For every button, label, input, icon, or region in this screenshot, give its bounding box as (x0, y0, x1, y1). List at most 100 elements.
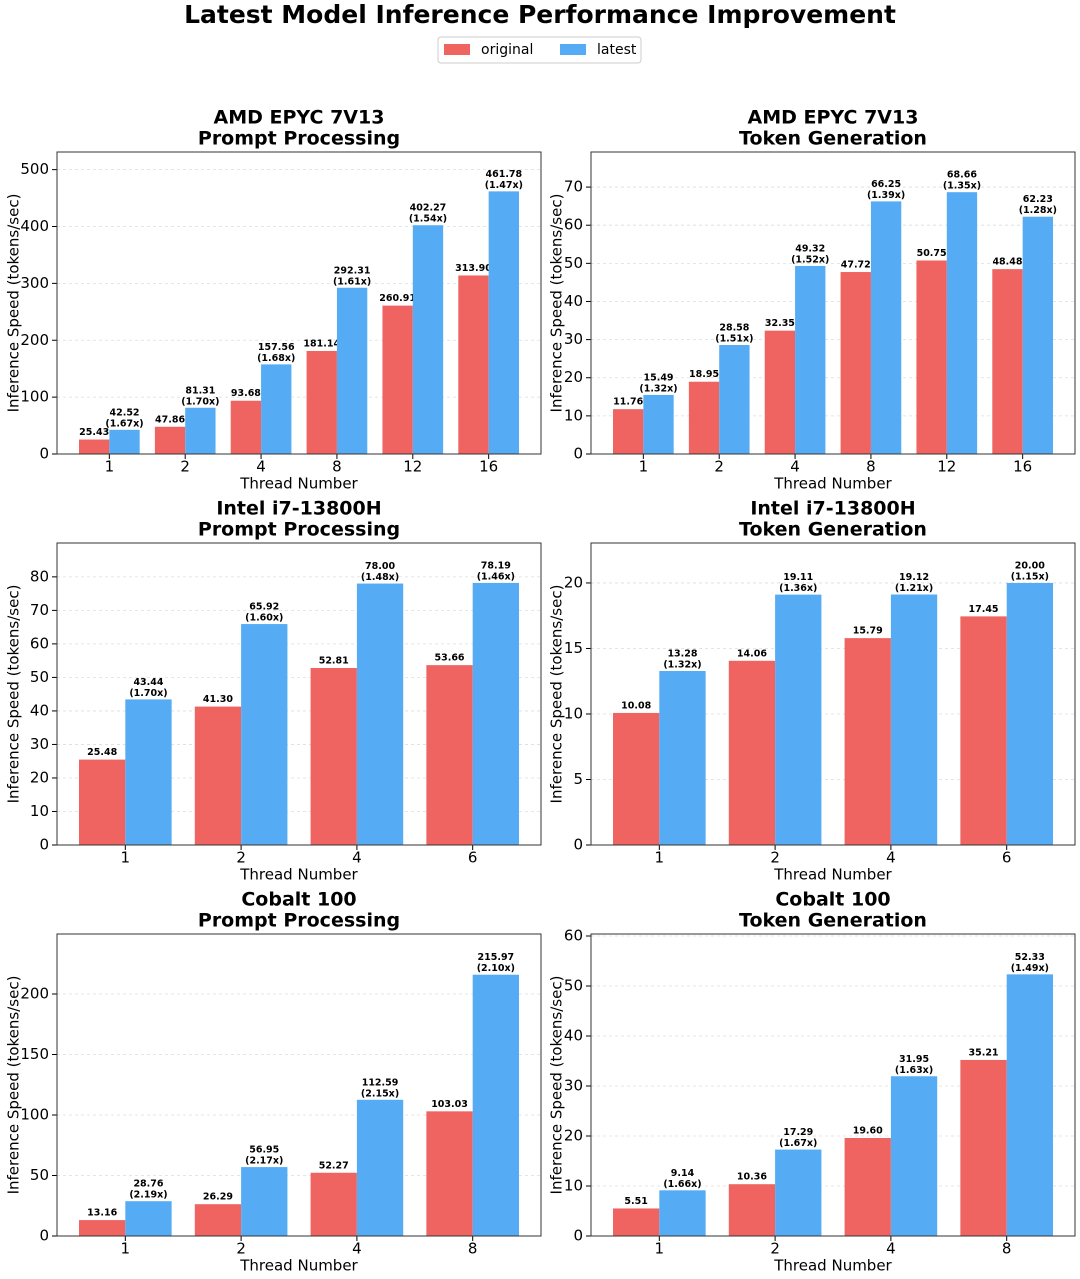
ratio-label: (1.70x) (129, 688, 167, 699)
value-label: 47.86 (155, 414, 185, 425)
y-tick-label: 300 (20, 274, 49, 292)
legend-swatch (444, 44, 470, 55)
bar (194, 706, 242, 845)
ratio-label: (2.17x) (245, 1156, 283, 1167)
bar (185, 407, 216, 454)
x-axis-label: Thread Number (773, 866, 892, 884)
value-label: 19.60 (853, 1126, 883, 1137)
value-label: 461.78 (485, 169, 522, 180)
x-axis-label: Thread Number (239, 475, 358, 493)
y-axis-label: Inference Speed (tokens/sec) (548, 976, 566, 1195)
x-tick-label: 1 (121, 849, 131, 867)
bar (890, 1076, 938, 1236)
bar (643, 394, 674, 454)
bar (728, 660, 776, 845)
bar (336, 287, 368, 454)
y-tick-label: 30 (30, 735, 49, 753)
y-tick-label: 70 (564, 178, 583, 196)
y-axis-label: Inference Speed (tokens/sec) (548, 585, 566, 804)
value-label: 292.31 (334, 265, 371, 276)
y-tick-label: 40 (30, 701, 49, 719)
bar (230, 400, 262, 454)
bar (688, 381, 720, 454)
bar (960, 616, 1007, 845)
y-tick-label: 10 (30, 802, 49, 820)
plot-frame (590, 542, 1076, 846)
x-tick-label: 8 (468, 1240, 478, 1258)
ratio-label: (1.66x) (663, 1179, 701, 1190)
x-tick-label: 4 (352, 1240, 362, 1258)
ratio-label: (1.36x) (779, 583, 817, 594)
bar (764, 330, 796, 454)
y-tick-label: 400 (20, 217, 49, 235)
bar (1006, 582, 1053, 845)
y-tick-label: 60 (564, 216, 583, 234)
ratio-label: (1.63x) (895, 1065, 933, 1076)
ratio-label: (1.35x) (943, 181, 981, 192)
value-label: 402.27 (410, 203, 447, 214)
y-tick-label: 70 (30, 601, 49, 619)
legend-swatch (560, 44, 586, 55)
bar (125, 699, 172, 845)
x-tick-label: 1 (105, 458, 115, 476)
bar (728, 1184, 776, 1236)
ratio-label: (1.67x) (105, 418, 143, 429)
value-label: 20.00 (1015, 560, 1045, 571)
y-tick-label: 50 (30, 1166, 49, 1184)
chart-subtitle: Token Generation (739, 128, 927, 150)
bar (194, 1204, 242, 1236)
value-label: 157.56 (258, 342, 295, 353)
bar (719, 345, 750, 454)
value-label: 19.11 (783, 572, 813, 583)
plot-frame (590, 933, 1076, 1237)
y-tick-label: 200 (20, 985, 49, 1003)
bar (613, 409, 644, 454)
y-axis-label: Inference Speed (tokens/sec) (548, 194, 566, 413)
chart-title: Cobalt 100 (775, 889, 890, 911)
value-label: 9.14 (671, 1168, 695, 1179)
legend-box (437, 36, 642, 64)
bar (79, 1220, 126, 1236)
chart-title: AMD EPYC 7V13 (748, 107, 919, 129)
value-label: 78.19 (481, 560, 511, 571)
value-label: 78.00 (365, 561, 395, 572)
plot-frame (56, 542, 542, 846)
y-tick-label: 500 (20, 160, 49, 178)
bar (382, 305, 413, 454)
x-axis-label: Thread Number (773, 475, 892, 493)
legend-label: latest (597, 42, 637, 58)
bar (412, 225, 444, 454)
y-tick-label: 0 (39, 1227, 49, 1245)
value-label: 52.27 (319, 1160, 349, 1171)
value-label: 5.51 (624, 1196, 647, 1207)
x-tick-label: 6 (468, 849, 478, 867)
y-axis-label: Inference Speed (tokens/sec) (5, 585, 23, 804)
x-tick-label: 12 (403, 458, 422, 476)
ratio-label: (1.51x) (715, 334, 753, 345)
x-tick-label: 1 (655, 1240, 665, 1258)
x-tick-label: 4 (352, 849, 362, 867)
value-label: 41.30 (203, 694, 233, 705)
x-tick-label: 8 (332, 458, 342, 476)
value-label: 112.59 (362, 1077, 399, 1088)
value-label: 103.03 (431, 1099, 468, 1110)
bar (306, 350, 337, 454)
x-axis-label: Thread Number (239, 866, 358, 884)
bar (659, 671, 706, 845)
bar (261, 364, 292, 454)
bar (241, 624, 288, 845)
value-label: 18.95 (689, 369, 719, 380)
y-tick-label: 80 (30, 567, 49, 585)
y-axis-label: Inference Speed (tokens/sec) (5, 194, 23, 413)
value-label: 49.32 (795, 243, 825, 254)
y-axis-label: Inference Speed (tokens/sec) (5, 976, 23, 1195)
value-label: 35.21 (968, 1047, 998, 1058)
value-label: 25.48 (87, 747, 117, 758)
value-label: 15.79 (853, 626, 883, 637)
value-label: 181.14 (303, 338, 340, 349)
y-tick-label: 15 (564, 639, 583, 657)
chart-title: Intel i7-13800H (750, 498, 915, 520)
plot-frame (56, 933, 542, 1237)
x-tick-label: 8 (1002, 1240, 1012, 1258)
y-tick-label: 20 (30, 768, 49, 786)
